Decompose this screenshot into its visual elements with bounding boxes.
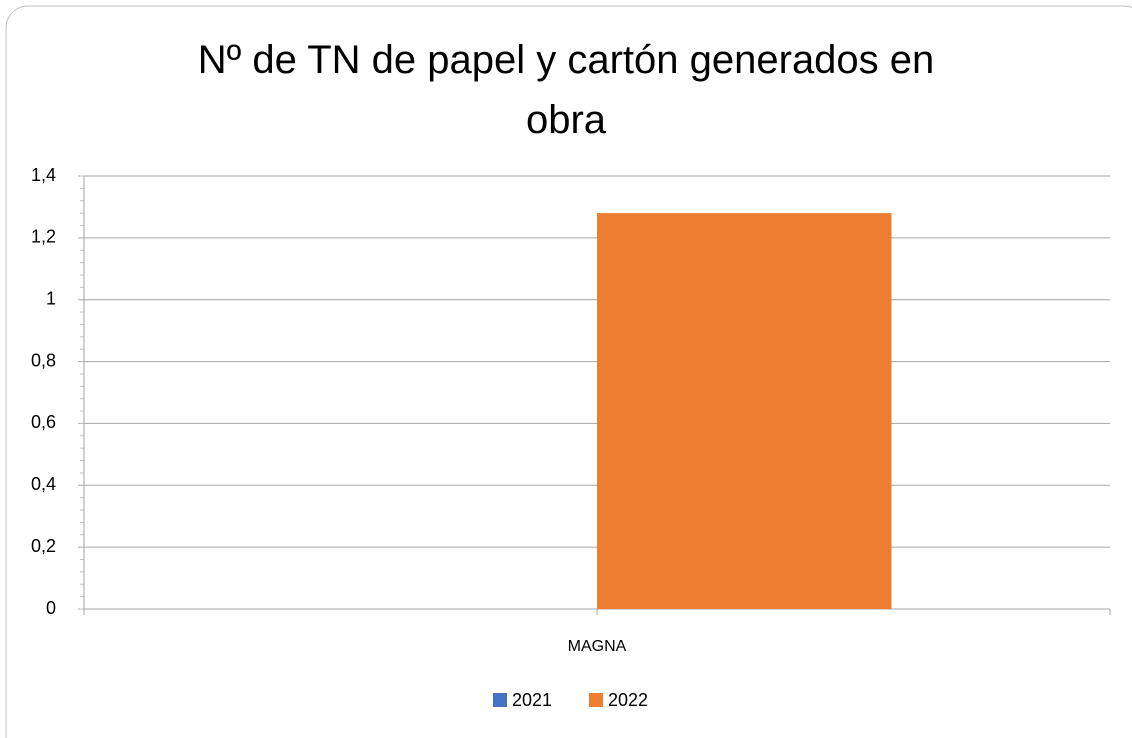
bar bbox=[597, 213, 892, 609]
chart-title: Nº de TN de papel y cartón generados en … bbox=[197, 38, 935, 142]
y-tick-label: 0,2 bbox=[31, 536, 56, 556]
legend-label: 2022 bbox=[608, 690, 648, 710]
y-tick-label: 0 bbox=[46, 598, 56, 618]
legend-label: 2021 bbox=[512, 690, 552, 710]
y-tick-label: 1,2 bbox=[31, 227, 56, 247]
y-tick-label: 0,8 bbox=[31, 350, 56, 370]
legend-swatch bbox=[589, 693, 603, 707]
y-tick-label: 0,4 bbox=[31, 474, 56, 494]
legend-swatch bbox=[493, 693, 507, 707]
x-tick-label: MAGNA bbox=[568, 638, 627, 655]
y-tick-label: 1 bbox=[46, 288, 56, 308]
y-tick-label: 0,6 bbox=[31, 412, 56, 432]
y-tick-label: 1,4 bbox=[31, 165, 56, 185]
